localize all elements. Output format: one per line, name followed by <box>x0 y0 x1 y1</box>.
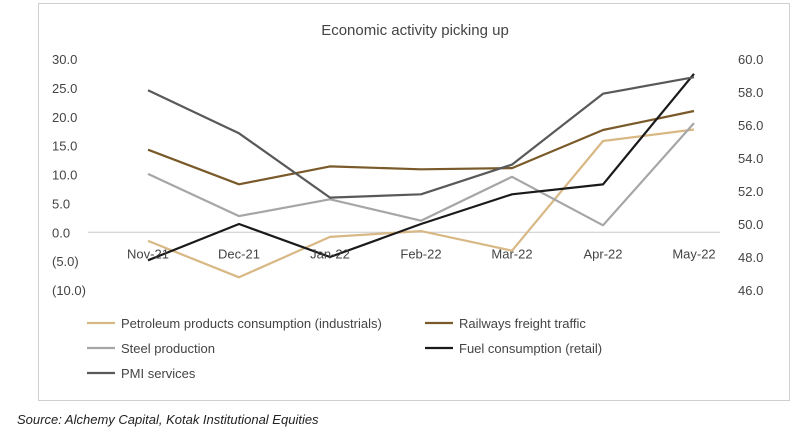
series-line-fuel-consumption-retail <box>147 73 695 262</box>
right-axis: 60.0 58.0 56.0 54.0 52.0 50.0 48.0 46.0 <box>738 52 763 298</box>
left-tick-label: 20.0 <box>52 110 77 125</box>
series-line-petroleum-products-consumption-industrials <box>147 128 695 279</box>
chart-frame <box>38 3 790 401</box>
right-tick-label: 50.0 <box>738 217 763 232</box>
legend-label: Fuel consumption (retail) <box>459 341 602 356</box>
right-tick-label: 48.0 <box>738 250 763 265</box>
series-lines <box>147 73 695 279</box>
left-tick-label: (10.0) <box>52 283 86 298</box>
legend-label: PMI services <box>121 366 196 381</box>
legend-label: Petroleum products consumption (industri… <box>121 316 382 331</box>
left-tick-label: 10.0 <box>52 168 77 183</box>
category-label: Jan-22 <box>310 246 350 261</box>
left-tick-label: 5.0 <box>52 196 70 211</box>
category-label: Dec-21 <box>218 246 260 261</box>
series-line-railways-freight-traffic <box>147 109 695 186</box>
right-tick-label: 60.0 <box>738 52 763 67</box>
right-tick-label: 58.0 <box>738 85 763 100</box>
series-line-steel-production <box>147 122 695 227</box>
x-axis: Nov-21 Dec-21 Jan-22 Feb-22 Mar-22 Apr-22 May-… <box>127 246 716 261</box>
category-label: Mar-22 <box>491 246 532 261</box>
source-note: Source: Alchemy Capital, Kotak Instituti… <box>17 412 319 427</box>
left-tick-label: (5.0) <box>52 254 79 269</box>
legend-label: Steel production <box>121 341 215 356</box>
legend-label: Railways freight traffic <box>459 316 586 331</box>
right-tick-label: 56.0 <box>738 118 763 133</box>
left-tick-label: 0.0 <box>52 225 70 240</box>
category-label: May-22 <box>672 246 715 261</box>
right-tick-label: 54.0 <box>738 151 763 166</box>
right-tick-label: 46.0 <box>738 283 763 298</box>
left-axis: 30.0 25.0 20.0 15.0 10.0 5.0 0.0 (5.0) (10.0) <box>52 52 86 298</box>
chart-title: Economic activity picking up <box>321 22 509 39</box>
category-label: Feb-22 <box>400 246 441 261</box>
right-tick-label: 52.0 <box>738 184 763 199</box>
left-tick-label: 30.0 <box>52 52 77 67</box>
left-tick-label: 15.0 <box>52 139 77 154</box>
legend: Petroleum products consumption (industri… <box>87 316 602 381</box>
left-tick-label: 25.0 <box>52 81 77 96</box>
category-label: Nov-21 <box>127 246 169 261</box>
category-label: Apr-22 <box>583 246 622 261</box>
series-line-pmi-services <box>147 76 695 199</box>
